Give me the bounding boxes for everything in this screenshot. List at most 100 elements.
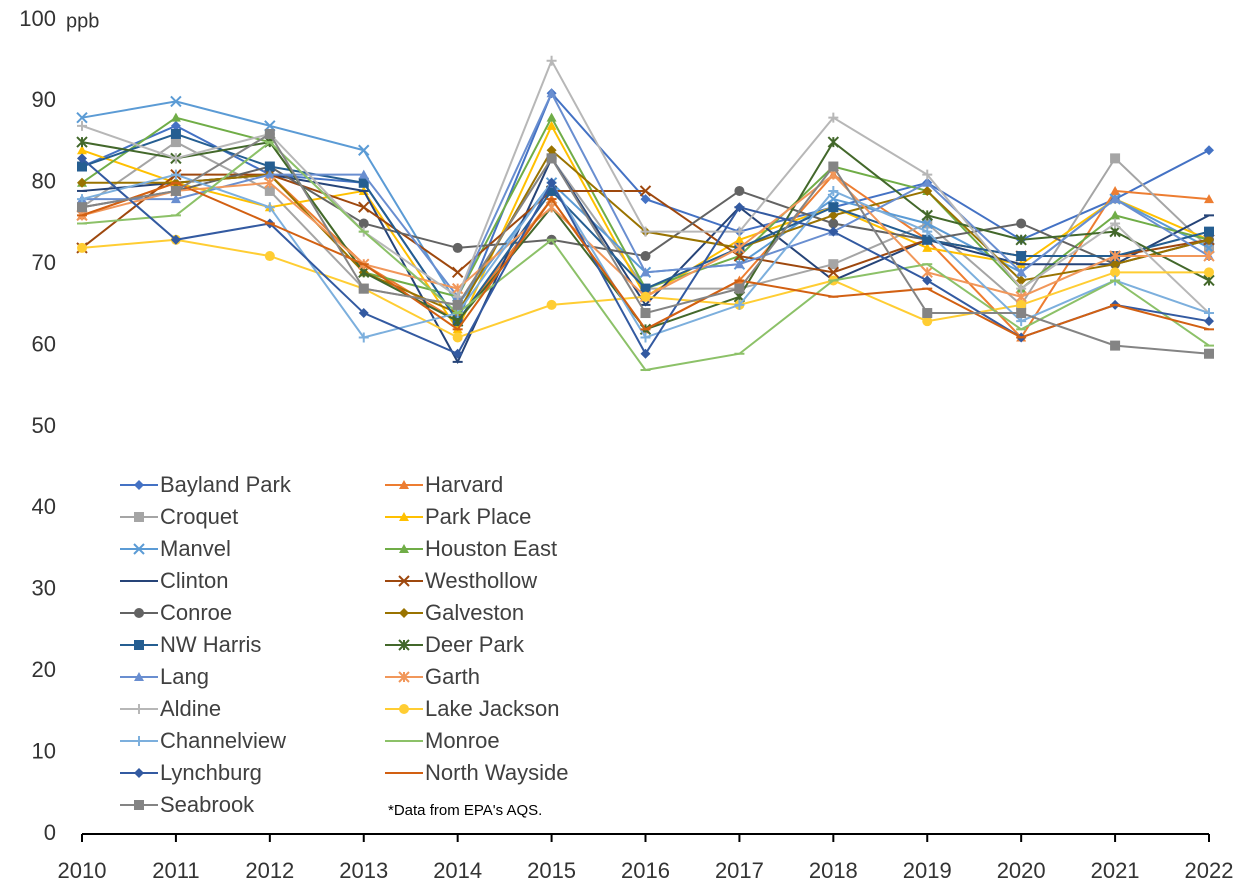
point <box>922 177 933 187</box>
legend-marker <box>134 768 144 778</box>
legend-label: Deer Park <box>425 632 525 657</box>
legend-marker <box>133 543 145 555</box>
legend-label: Park Place <box>425 504 531 529</box>
legend-marker <box>134 704 144 714</box>
y-tick-label: 20 <box>32 657 56 682</box>
legend-marker <box>134 736 144 746</box>
point <box>921 209 933 222</box>
point <box>921 217 933 230</box>
point <box>640 251 651 262</box>
legend-label: Galveston <box>425 600 524 625</box>
point <box>734 202 745 213</box>
point <box>1016 218 1027 229</box>
point <box>1110 267 1121 278</box>
point <box>452 299 463 310</box>
point <box>358 332 369 343</box>
legend-label: Lynchburg <box>160 760 262 785</box>
point <box>734 185 745 196</box>
point <box>264 177 276 189</box>
x-tick-label: 2012 <box>245 858 294 883</box>
y-tick-label: 40 <box>32 494 56 519</box>
point <box>1110 185 1121 195</box>
annotation: *Data from EPA's AQS. <box>388 802 542 819</box>
point <box>170 112 181 122</box>
legend-label: Seabrook <box>160 792 255 817</box>
point <box>828 259 839 270</box>
point <box>1110 210 1121 220</box>
legend-label: Manvel <box>160 536 231 561</box>
legend-label: Westhollow <box>425 568 537 593</box>
point <box>828 161 839 172</box>
point <box>170 120 181 131</box>
y-tick-label: 50 <box>32 413 56 438</box>
point <box>1110 259 1121 270</box>
point <box>546 153 557 164</box>
point <box>828 112 839 123</box>
point <box>1204 145 1214 156</box>
point <box>358 177 369 188</box>
point <box>77 161 87 172</box>
point <box>452 348 463 359</box>
point <box>170 128 181 139</box>
x-tick-label: 2022 <box>1185 858 1234 883</box>
point <box>922 226 933 237</box>
point <box>77 242 87 253</box>
x-tick-label: 2015 <box>527 858 576 883</box>
point <box>734 234 745 244</box>
point <box>546 55 557 66</box>
point <box>358 308 369 319</box>
legend-marker <box>398 671 410 683</box>
point <box>640 291 651 302</box>
point <box>734 226 745 237</box>
legend-marker <box>399 544 409 553</box>
point <box>922 169 933 180</box>
legend-marker <box>134 512 144 522</box>
x-tick-label: 2011 <box>152 858 199 883</box>
series-line <box>81 132 1210 355</box>
point <box>170 137 181 148</box>
point <box>922 308 933 319</box>
point <box>546 185 557 196</box>
legend-label: Clinton <box>160 568 228 593</box>
legend-label: NW Harris <box>160 632 261 657</box>
legend-label: North Wayside <box>425 760 568 785</box>
point <box>1204 194 1214 204</box>
point <box>1109 250 1121 262</box>
point <box>922 185 933 196</box>
legend-marker <box>399 608 409 618</box>
y-tick-label: 80 <box>32 169 56 194</box>
point <box>922 316 933 327</box>
legend-label: Conroe <box>160 600 232 625</box>
y-tick-label: 30 <box>32 576 56 601</box>
point <box>170 153 181 164</box>
legend-label: Croquet <box>160 504 238 529</box>
point <box>264 202 275 213</box>
point <box>452 332 463 343</box>
y-tick-label: 70 <box>32 250 56 275</box>
y-tick-label: 90 <box>32 87 56 112</box>
point <box>640 267 651 277</box>
point <box>734 299 745 310</box>
point <box>77 120 87 131</box>
point <box>1204 316 1214 327</box>
point <box>1204 234 1214 245</box>
point <box>827 136 840 148</box>
point <box>264 185 275 196</box>
point <box>1016 267 1027 277</box>
x-tick-label: 2020 <box>997 858 1046 883</box>
point <box>734 259 745 269</box>
point <box>828 185 839 196</box>
point <box>827 266 840 279</box>
legend-marker <box>398 575 410 587</box>
point <box>1204 348 1214 359</box>
legend-marker <box>134 480 144 490</box>
point <box>1110 153 1121 164</box>
legend-label: Aldine <box>160 696 221 721</box>
point <box>358 283 369 294</box>
point <box>76 136 88 148</box>
point <box>1016 275 1027 286</box>
legend-marker <box>398 639 410 651</box>
legend-marker <box>399 704 409 714</box>
point <box>922 242 933 252</box>
legend-marker <box>399 512 409 521</box>
